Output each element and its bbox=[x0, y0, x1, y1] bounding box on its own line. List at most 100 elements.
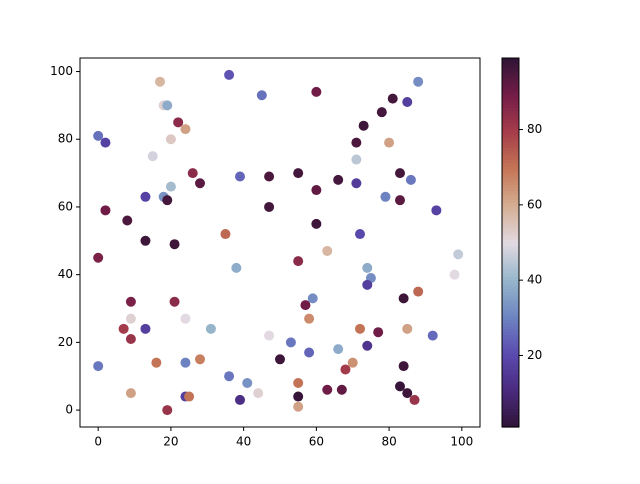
point bbox=[125, 313, 136, 324]
colorbar-segment bbox=[502, 267, 519, 271]
colorbar-segment bbox=[502, 417, 519, 422]
point bbox=[242, 377, 253, 388]
colorbar-frame bbox=[501, 57, 520, 428]
point bbox=[293, 391, 304, 402]
point bbox=[122, 215, 133, 226]
colorbar-segment bbox=[502, 359, 519, 364]
colorbar-segment bbox=[502, 181, 519, 185]
point bbox=[333, 344, 344, 355]
point bbox=[405, 174, 416, 185]
point bbox=[333, 174, 344, 185]
colorbar-segment bbox=[502, 350, 519, 354]
colorbar-segment bbox=[502, 85, 519, 90]
colorbar-segment bbox=[502, 334, 519, 339]
colorbar-segment bbox=[502, 377, 519, 382]
x-tick-label: 40 bbox=[236, 435, 251, 449]
colorbar-segment bbox=[502, 297, 519, 302]
point bbox=[125, 388, 136, 399]
point bbox=[395, 168, 405, 179]
colorbar-tick-label: 80 bbox=[527, 122, 542, 136]
point bbox=[376, 107, 387, 118]
point bbox=[125, 333, 136, 344]
colorbar-segment bbox=[502, 134, 519, 139]
point bbox=[235, 171, 245, 182]
point bbox=[449, 269, 460, 280]
point bbox=[304, 313, 315, 324]
colorbar-segment bbox=[502, 196, 519, 201]
colorbar-segment bbox=[502, 159, 519, 164]
point bbox=[256, 90, 267, 101]
point bbox=[180, 313, 191, 324]
point bbox=[100, 205, 111, 216]
colorbar-segment bbox=[502, 131, 519, 136]
colorbar-segment bbox=[502, 187, 519, 191]
colorbar-tick-label: 60 bbox=[527, 197, 542, 211]
point bbox=[173, 117, 184, 128]
point bbox=[304, 347, 315, 358]
y-tick-label: 20 bbox=[58, 335, 73, 349]
point bbox=[293, 256, 304, 267]
colorbar-segment bbox=[502, 380, 519, 385]
colorbar-segment bbox=[502, 208, 519, 213]
colorbar-segment bbox=[502, 165, 519, 170]
colorbar-segment bbox=[502, 70, 519, 74]
point bbox=[151, 357, 162, 368]
point bbox=[93, 252, 104, 263]
point bbox=[220, 229, 231, 240]
colorbar-segment bbox=[502, 245, 519, 250]
point bbox=[340, 364, 351, 375]
point bbox=[358, 120, 369, 131]
point bbox=[264, 171, 275, 182]
point bbox=[205, 323, 216, 334]
point bbox=[155, 76, 165, 87]
point bbox=[180, 124, 191, 135]
point bbox=[169, 239, 180, 250]
colorbar-segment bbox=[502, 420, 519, 425]
colorbar-segment bbox=[502, 94, 519, 99]
point bbox=[285, 337, 296, 348]
y-tick-label: 80 bbox=[58, 132, 73, 146]
colorbar-segment bbox=[502, 184, 519, 188]
point bbox=[362, 262, 373, 273]
colorbar-segment bbox=[502, 174, 519, 179]
colorbar-segment bbox=[502, 251, 519, 256]
point bbox=[322, 245, 333, 256]
point bbox=[169, 296, 180, 307]
colorbar-segment bbox=[502, 313, 519, 317]
colorbar-segment bbox=[502, 64, 519, 68]
point bbox=[235, 394, 245, 405]
point bbox=[322, 384, 333, 395]
x-tick-label: 60 bbox=[309, 435, 324, 449]
colorbar-segment bbox=[502, 304, 519, 308]
colorbar-segment bbox=[502, 331, 519, 336]
colorbar-segment bbox=[502, 405, 519, 410]
colorbar: 20 40 60 80 bbox=[501, 57, 542, 428]
y-tick-label: 60 bbox=[58, 199, 73, 213]
point bbox=[355, 323, 365, 334]
colorbar-segment bbox=[502, 387, 519, 391]
colorbar-segment bbox=[502, 91, 519, 96]
colorbar-segment bbox=[502, 67, 519, 71]
point bbox=[300, 300, 311, 311]
point bbox=[373, 327, 384, 338]
colorbar-segment bbox=[502, 230, 519, 234]
point bbox=[413, 286, 424, 297]
colorbar-segment bbox=[502, 137, 519, 142]
x-tick-label: 20 bbox=[163, 435, 178, 449]
point bbox=[195, 178, 205, 189]
colorbar-segment bbox=[502, 328, 519, 333]
colorbar-segment bbox=[502, 365, 519, 370]
x-tick-label: 0 bbox=[94, 435, 102, 449]
colorbar-segment bbox=[502, 270, 519, 274]
point bbox=[351, 154, 362, 165]
colorbar-segment bbox=[502, 110, 519, 114]
point bbox=[351, 178, 362, 189]
colorbar-segment bbox=[502, 353, 519, 357]
colorbar-segment bbox=[502, 168, 519, 173]
colorbar-segment bbox=[502, 147, 519, 151]
colorbar-segment bbox=[502, 300, 519, 305]
colorbar-segment bbox=[502, 248, 519, 253]
point bbox=[275, 354, 285, 365]
colorbar-segment bbox=[502, 171, 519, 176]
